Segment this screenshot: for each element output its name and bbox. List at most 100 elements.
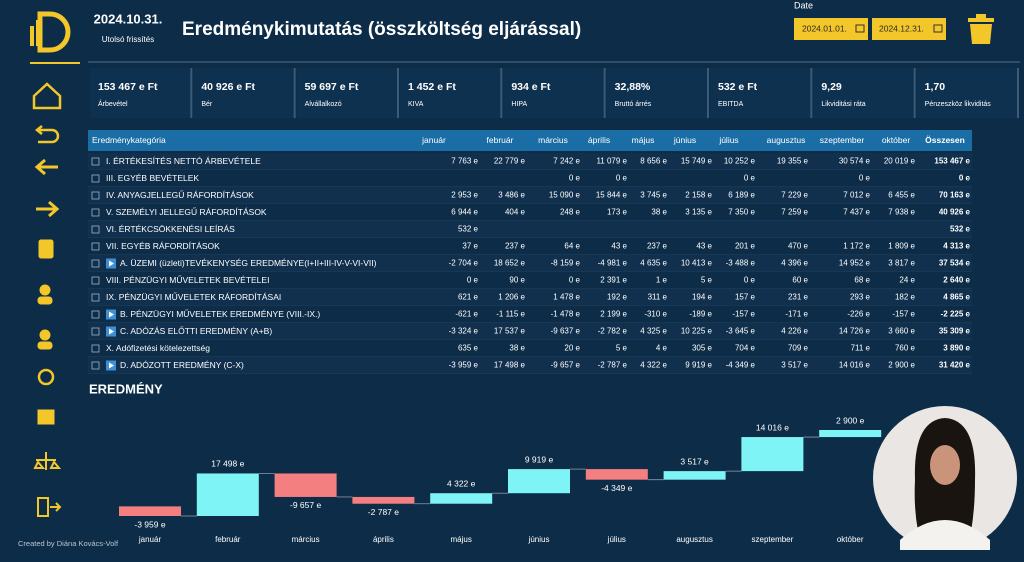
expand-icon[interactable] — [91, 242, 100, 251]
home-icon[interactable] — [32, 82, 62, 110]
play-icon — [109, 328, 114, 335]
money-icon[interactable] — [37, 368, 55, 386]
expand-icon[interactable] — [91, 174, 100, 183]
expand-icon[interactable] — [91, 310, 100, 319]
row-label: VII. EGYÉB RÁFORDÍTÁSOK — [106, 241, 220, 251]
kpi-value: 32,88% — [615, 81, 651, 93]
play-icon — [109, 260, 114, 267]
table-cell: 11 079 e — [596, 157, 627, 166]
data-label: 14 016 e — [756, 422, 789, 432]
kpi-card — [90, 68, 191, 118]
table-cell: 10 413 e — [681, 259, 713, 268]
table-cell: -226 e — [847, 310, 870, 319]
trash-icon[interactable] — [968, 14, 994, 44]
column-header[interactable]: szeptember — [820, 135, 865, 145]
table-cell: 37 e — [462, 242, 478, 251]
scale-icon[interactable] — [33, 452, 62, 470]
table-cell: 7 763 e — [451, 157, 478, 166]
column-header[interactable]: Összesen — [925, 135, 965, 145]
expand-icon[interactable] — [91, 259, 100, 268]
date-to-box[interactable] — [872, 18, 946, 40]
table-cell: 30 574 e — [839, 157, 871, 166]
expand-icon[interactable] — [91, 293, 100, 302]
table-cell: 14 016 e — [839, 361, 871, 370]
table-cell: 6 455 e — [888, 191, 915, 200]
table-cell: 0 e — [569, 174, 581, 183]
table-cell: 237 e — [647, 242, 668, 251]
table-cell: 1 e — [656, 276, 668, 285]
row-label: VI. ÉRTÉKCSÖKKENÉSI LEÍRÁS — [106, 224, 235, 234]
table-cell: -3 488 e — [726, 259, 756, 268]
kpi-value: 9,29 — [821, 81, 842, 93]
table-cell: 194 e — [692, 293, 713, 302]
table-cell: 6 189 e — [728, 191, 755, 200]
column-header[interactable]: február — [487, 135, 514, 145]
table-row — [88, 323, 972, 339]
table-cell: 305 e — [692, 344, 713, 353]
logo-divider — [30, 62, 80, 64]
waterfall-bar — [430, 493, 493, 504]
calendar-icon — [855, 24, 865, 33]
expand-icon[interactable] — [91, 361, 100, 370]
x-tick-label: október — [837, 535, 864, 544]
column-header[interactable]: június — [673, 135, 696, 145]
table-cell: -4 349 e — [726, 361, 756, 370]
table-cell: -1 478 e — [551, 310, 581, 319]
people-icon-body — [37, 296, 53, 305]
person-icon-body — [37, 341, 53, 350]
table-cell: 0 e — [616, 174, 628, 183]
table-cell: 0 e — [467, 276, 479, 285]
kpi-label: KIVA — [408, 101, 424, 108]
table-row — [88, 221, 972, 237]
expand-icon[interactable] — [91, 191, 100, 200]
column-header[interactable]: augusztus — [767, 135, 806, 145]
column-header[interactable]: január — [421, 135, 446, 145]
next-icon[interactable] — [36, 200, 60, 218]
column-header[interactable]: október — [882, 135, 911, 145]
column-header[interactable]: május — [632, 135, 655, 145]
table-row — [88, 153, 972, 169]
table-cell: 4 226 e — [781, 327, 808, 336]
table-cell: 3 135 e — [685, 208, 712, 217]
row-label: IV. ANYAGJELLEGŰ RÁFORDÍTÁSOK — [106, 190, 254, 200]
report-icon[interactable] — [38, 239, 54, 259]
table-cell: 153 467 e — [934, 157, 970, 166]
doc-icon[interactable] — [37, 409, 55, 425]
table-cell: 709 e — [788, 344, 809, 353]
person-icon[interactable] — [39, 329, 51, 341]
prev-icon[interactable] — [34, 158, 58, 176]
table-cell: 3 817 e — [888, 259, 915, 268]
column-header[interactable]: március — [538, 135, 568, 145]
data-label: -9 657 e — [290, 500, 321, 510]
table-cell: 10 225 e — [681, 327, 713, 336]
calendar-icon — [933, 24, 943, 33]
table-cell: 35 309 e — [939, 327, 971, 336]
column-header[interactable]: április — [588, 135, 610, 145]
table-cell: 1 172 e — [843, 242, 870, 251]
expand-icon[interactable] — [91, 208, 100, 217]
column-header[interactable]: július — [718, 135, 738, 145]
kpi-label: Bér — [201, 101, 213, 108]
table-cell: 40 926 e — [939, 208, 971, 217]
expand-icon[interactable] — [91, 157, 100, 166]
table-cell: -2 225 e — [941, 310, 971, 319]
profile-photo — [873, 406, 1017, 550]
date-from-box[interactable] — [794, 18, 868, 40]
back-icon[interactable] — [34, 125, 60, 144]
export-icon[interactable] — [37, 497, 62, 517]
table-row — [88, 306, 972, 322]
row-label: IX. PÉNZÜGYI MŰVELETEK RÁFORDÍTÁSAI — [106, 292, 281, 302]
table-cell: 38 e — [509, 344, 525, 353]
expand-icon[interactable] — [91, 225, 100, 234]
expand-icon[interactable] — [91, 344, 100, 353]
expand-icon[interactable] — [91, 327, 100, 336]
table-cell: 3 486 e — [498, 191, 525, 200]
table-cell: 17 498 e — [494, 361, 526, 370]
table-cell: 201 e — [735, 242, 756, 251]
expand-icon[interactable] — [91, 276, 100, 285]
table-cell: 43 e — [696, 242, 712, 251]
table-cell: 7 437 e — [843, 208, 870, 217]
table-cell: 1 809 e — [888, 242, 915, 251]
people-icon[interactable] — [39, 284, 51, 296]
column-header[interactable]: Eredménykategória — [92, 135, 166, 145]
